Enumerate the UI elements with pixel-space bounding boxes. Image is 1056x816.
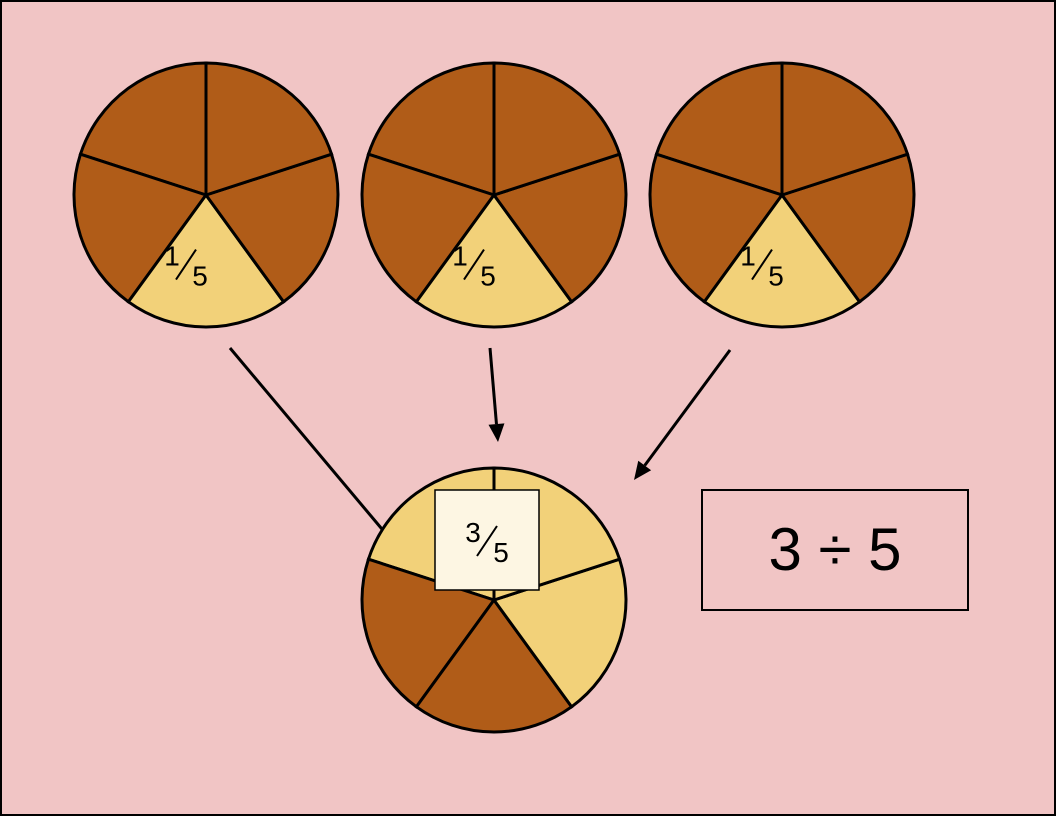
fraction-denominator: 5 bbox=[192, 261, 208, 292]
expression-text: 3 ÷ 5 bbox=[768, 516, 901, 583]
fraction-denominator: 5 bbox=[480, 261, 496, 292]
fraction-denominator: 5 bbox=[493, 537, 509, 568]
fraction-numerator: 1 bbox=[164, 241, 180, 272]
fraction-numerator: 1 bbox=[452, 241, 468, 272]
fraction-numerator: 1 bbox=[740, 241, 756, 272]
fraction-numerator: 3 bbox=[465, 517, 481, 548]
fraction-denominator: 5 bbox=[768, 261, 784, 292]
fraction-division-diagram: 151515353 ÷ 5 bbox=[0, 0, 1056, 816]
